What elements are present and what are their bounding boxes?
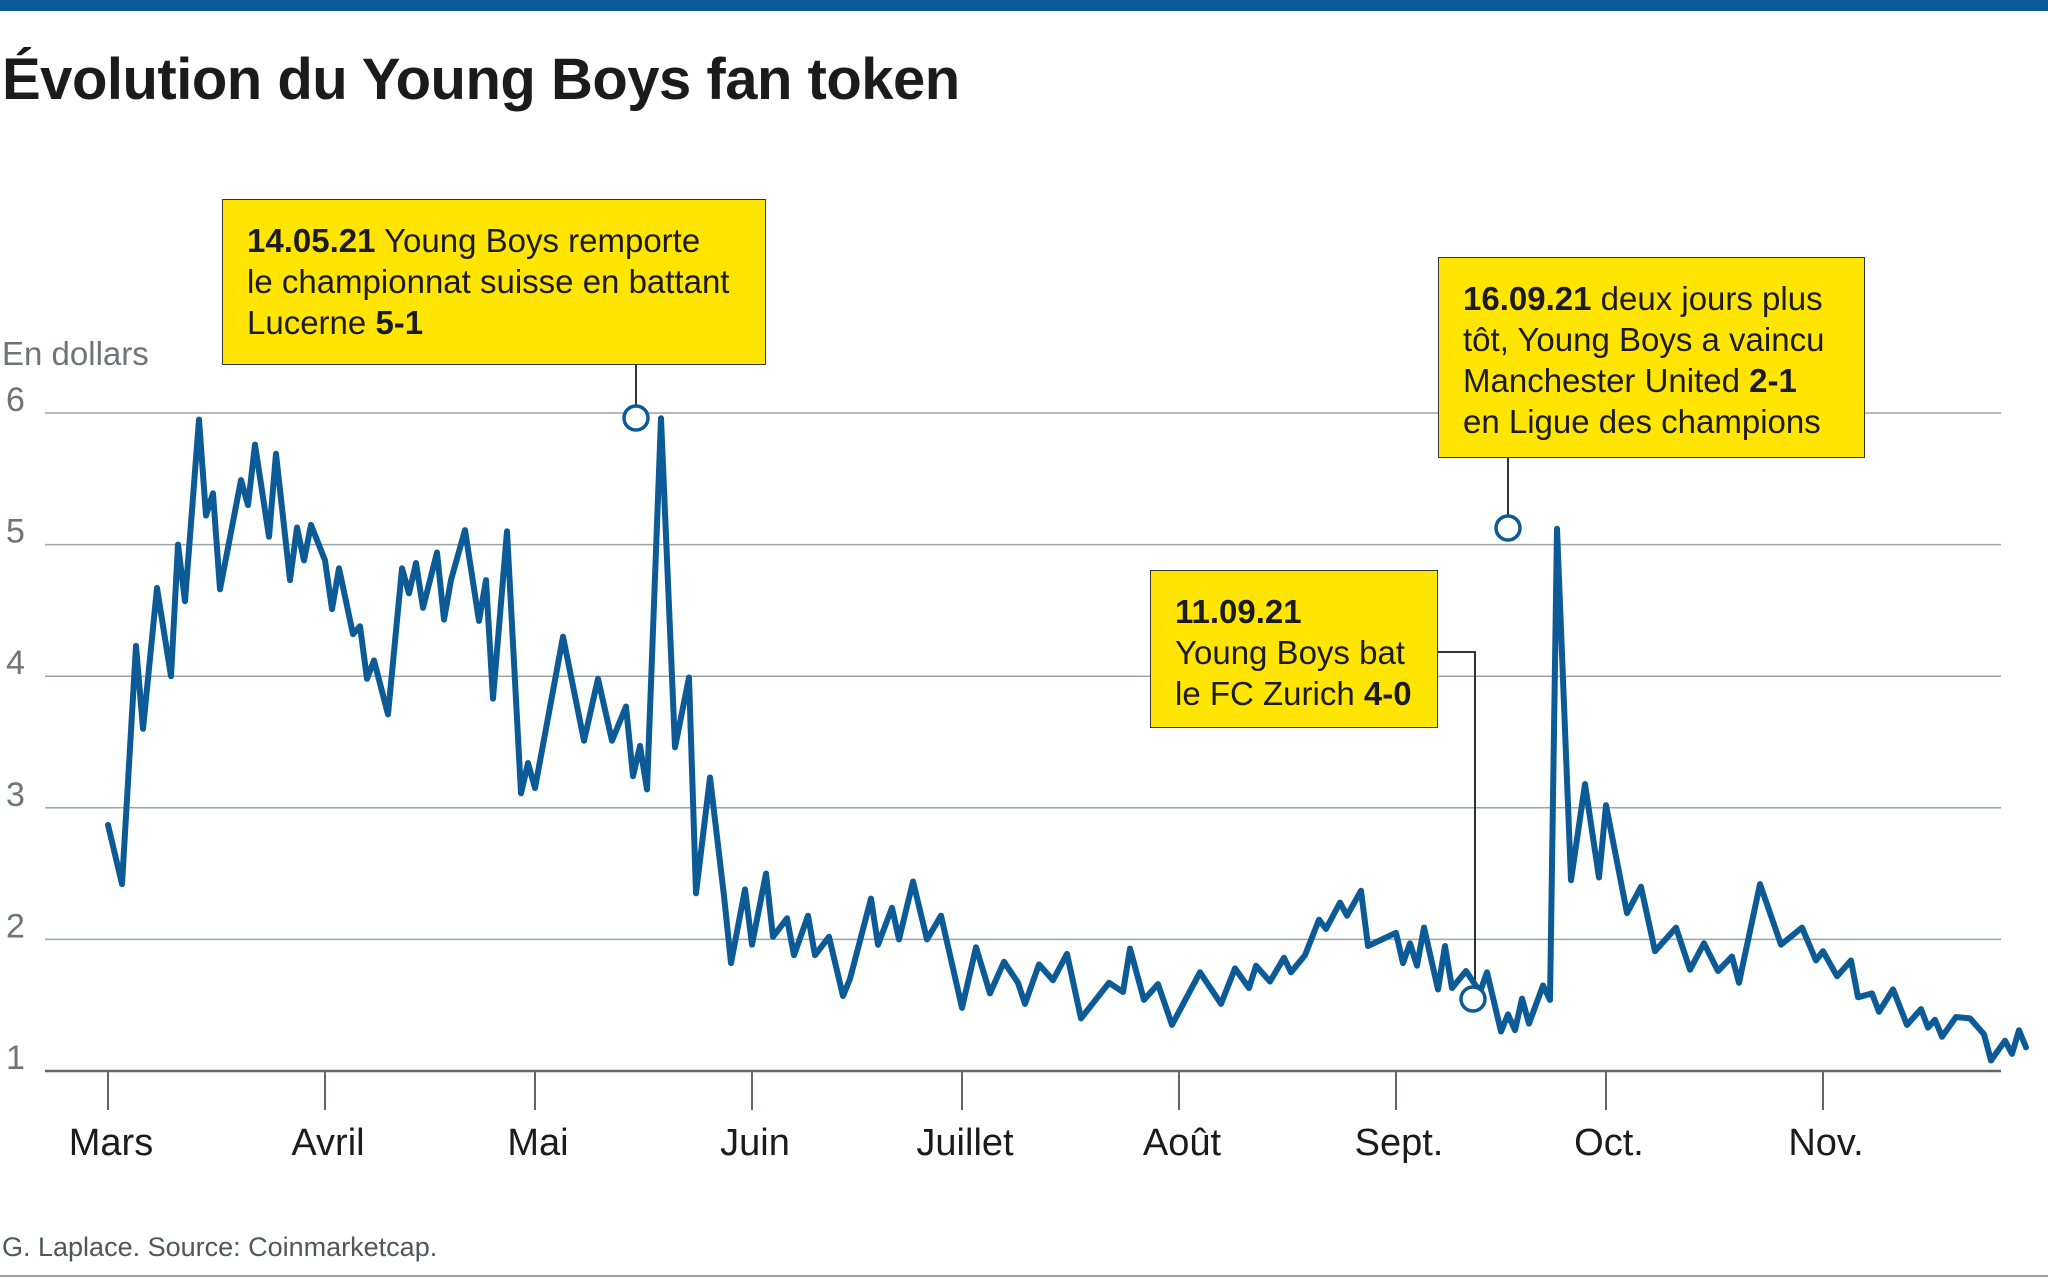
x-tick-label: Oct. [1574, 1122, 1644, 1164]
event-marker [622, 404, 650, 432]
y-tick-label: 3 [6, 776, 25, 814]
annotation-box-14-05-21: 14.05.21 Young Boys remporte le champion… [222, 199, 766, 365]
y-axis-ticks: 1 2 3 4 5 6 [6, 381, 25, 1077]
x-tick-label: Mars [69, 1122, 153, 1164]
annotation-line: Manchester United 2-1 [1463, 362, 1797, 399]
annotation-score: 2-1 [1749, 362, 1797, 399]
y-tick-label: 1 [6, 1039, 25, 1077]
annotation-line: 11.09.21 [1175, 591, 1415, 632]
y-tick-label: 2 [6, 907, 25, 945]
annotation-line: le championnat suisse en battant [247, 263, 730, 300]
y-axis-unit-label: En dollars [2, 335, 149, 372]
annotation-box-16-09-21: 16.09.21 deux jours plus tôt, Young Boys… [1438, 257, 1865, 458]
leader-line [1438, 651, 1476, 988]
annotation-date: 11.09.21 [1175, 593, 1302, 630]
x-tick-label: Juin [720, 1122, 790, 1164]
x-tick-label: Sept. [1355, 1122, 1444, 1164]
x-axis-ticks: Mars Avril Mai Juin Juillet Août Sept. Oct. Nov. [69, 1071, 1864, 1164]
annotation-date: 14.05.21 [247, 222, 376, 259]
price-line [105, 415, 2029, 1064]
x-tick-label: Août [1143, 1122, 1222, 1164]
x-tick-label: Mai [507, 1122, 568, 1164]
annotation-line: en Ligue des champions [1463, 403, 1821, 440]
bottom-divider [0, 1275, 2048, 1277]
annotation-line: 16.09.21 deux jours plus [1463, 280, 1823, 317]
annotation-box-11-09-21: 11.09.21 Young Boys bat le FC Zurich 4-0 [1150, 570, 1438, 728]
chart-title: Évolution du Young Boys fan token [2, 47, 960, 112]
event-marker [1459, 985, 1487, 1013]
annotation-line: le FC Zurich 4-0 [1175, 675, 1412, 712]
annotation-line: Young Boys bat [1175, 634, 1405, 671]
x-tick-label: Nov. [1788, 1122, 1863, 1164]
annotation-leader-lines [635, 365, 1509, 988]
annotation-line: 14.05.21 Young Boys remporte [247, 222, 701, 259]
annotation-line: Lucerne 5-1 [247, 304, 424, 341]
y-tick-label: 6 [6, 381, 25, 419]
event-marker [1494, 514, 1522, 542]
y-tick-label: 5 [6, 513, 25, 551]
annotation-markers [622, 404, 1522, 1013]
y-tick-label: 4 [6, 644, 25, 682]
annotation-line: tôt, Young Boys a vaincu [1463, 321, 1825, 358]
source-credit: G. Laplace. Source: Coinmarketcap. [2, 1232, 438, 1262]
top-accent-bar [0, 0, 2048, 11]
annotation-date: 16.09.21 [1463, 280, 1592, 317]
annotation-score: 4-0 [1363, 675, 1412, 712]
annotation-score: 5-1 [375, 304, 424, 341]
x-tick-label: Avril [291, 1122, 364, 1164]
x-tick-label: Juillet [916, 1122, 1014, 1164]
gridlines [45, 412, 2001, 1073]
